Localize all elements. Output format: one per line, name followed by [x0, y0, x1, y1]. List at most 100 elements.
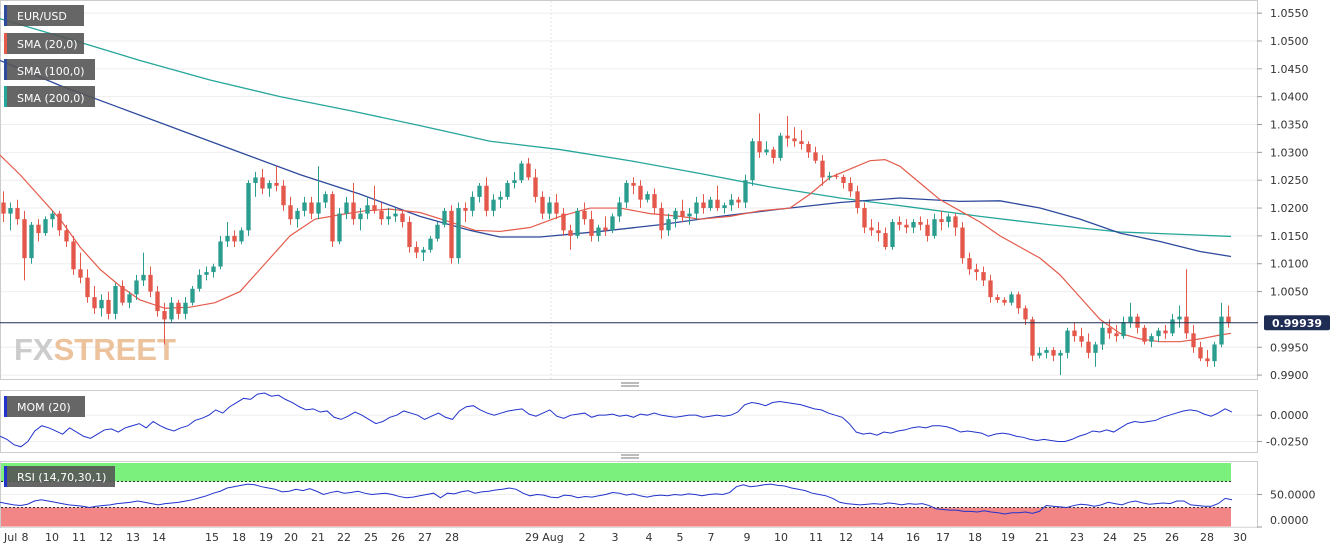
momentum-point-131 [911, 427, 912, 428]
candle-body-88 [617, 202, 622, 217]
momentum-point-140 [974, 432, 975, 433]
candle-body-85 [596, 227, 601, 236]
momentum-point-126 [877, 435, 878, 436]
rsi-point-58 [399, 496, 400, 497]
momentum-point-83 [577, 414, 578, 415]
candle-body-161 [1128, 316, 1133, 323]
rsi-point-28 [192, 499, 193, 500]
rsi-point-147 [1011, 512, 1012, 513]
sma-20-point-54 [1231, 333, 1232, 334]
momentum-point-73 [508, 411, 509, 412]
momentum-point-128 [891, 433, 892, 434]
time-tick-label-24: 9 [744, 531, 751, 544]
momentum-line [0, 392, 1233, 448]
momentum-point-25 [174, 431, 175, 432]
rsi-point-144 [991, 512, 992, 513]
candle-body-158 [1107, 327, 1112, 334]
time-tick-label-35: 24 [1103, 531, 1117, 544]
momentum-point-101 [703, 417, 704, 418]
rsi-point-131 [901, 505, 902, 506]
momentum-point-115 [800, 404, 801, 405]
momentum-point-124 [863, 434, 864, 435]
sma-20-point-32 [810, 194, 811, 195]
rsi-point-132 [908, 503, 909, 504]
time-tick-label-36: 25 [1133, 531, 1147, 544]
sma-20-point-5 [100, 269, 101, 270]
rsi [0, 483, 1233, 515]
sma-200 [0, 18, 1232, 238]
candle-body-60 [421, 249, 426, 253]
time-tick-label-11: 21 [311, 531, 325, 544]
momentum-point-49 [341, 419, 342, 420]
candle-body-110 [771, 149, 776, 158]
candle-body-7 [50, 213, 55, 220]
rsi-point-10 [68, 505, 69, 506]
candle-body-38 [267, 182, 272, 189]
sma-20-point-38 [920, 183, 921, 184]
momentum-point-65 [452, 419, 453, 420]
rsi-point-88 [605, 494, 606, 495]
rsi-point-65 [447, 493, 448, 494]
rsi-point-2 [13, 505, 14, 506]
watermark-logo: FXSTREET [14, 332, 176, 367]
time-tick-label-16: 28 [445, 531, 459, 544]
time-tick-label-32: 19 [1001, 531, 1015, 544]
momentum-point-173 [1204, 414, 1205, 415]
momentum-point-174 [1211, 416, 1212, 417]
time-tick-label-12: 22 [337, 531, 351, 544]
rsi-point-4 [27, 504, 28, 505]
candle-body-40 [281, 185, 286, 206]
momentum-point-79 [549, 410, 550, 411]
sma-20-point-7 [140, 300, 141, 301]
candle-body-21 [148, 274, 153, 292]
rsi-point-8 [55, 502, 56, 503]
momentum-point-20 [139, 423, 140, 424]
time-tick-label-20: 3 [612, 531, 619, 544]
candle-body-32 [225, 235, 230, 242]
momentum-point-129 [897, 431, 898, 432]
candle-body-4 [29, 224, 34, 259]
sma-100-point-4 [240, 152, 241, 153]
momentum-point-110 [765, 405, 766, 406]
rsi-point-60 [413, 497, 414, 498]
rsi-point-5 [34, 501, 35, 502]
candle-body-154 [1079, 336, 1084, 342]
candle-body-14 [99, 299, 104, 309]
candle-body-90 [631, 182, 636, 186]
momentum-point-160 [1113, 432, 1114, 433]
candle-body-79 [554, 202, 559, 214]
candle-body-171 [1198, 347, 1203, 359]
momentum-point-34 [236, 402, 237, 403]
rsi-point-93 [640, 495, 641, 496]
momentum-point-93 [647, 415, 648, 416]
candle-body-100 [701, 202, 706, 209]
price-tick-label-3: 1.0400 [1270, 91, 1309, 104]
legend-symbol-label: EUR/USD [17, 10, 67, 23]
rsi-point-163 [1121, 505, 1122, 506]
rsi-point-32 [220, 491, 221, 492]
momentum-point-37 [257, 394, 258, 395]
candle-body-69 [484, 185, 489, 211]
momentum-point-77 [536, 416, 537, 417]
panel-resize-handle-2[interactable] [621, 454, 639, 459]
momentum-point-51 [355, 412, 356, 413]
momentum-point-116 [807, 406, 808, 407]
panel-resize-handle-1[interactable] [621, 382, 639, 387]
rsi-point-34 [234, 486, 235, 487]
momentum-point-26 [181, 427, 182, 428]
time-tick-label-34: 23 [1070, 531, 1084, 544]
sma-100-point-18 [1000, 200, 1001, 201]
candle-body-3 [22, 219, 27, 259]
price-grid [1, 12, 1257, 376]
rsi-point-143 [984, 510, 985, 511]
momentum-point-114 [793, 403, 794, 404]
momentum-point-15 [104, 430, 105, 431]
candle-body-50 [351, 202, 356, 220]
candle-body-150 [1051, 350, 1056, 356]
rsi-point-104 [715, 493, 716, 494]
rsi-point-119 [819, 494, 820, 495]
rsi-point-141 [970, 511, 971, 512]
momentum-point-104 [723, 416, 724, 417]
time-tick-label-23: 7 [708, 531, 715, 544]
time-tick-label-6: 14 [152, 531, 166, 544]
